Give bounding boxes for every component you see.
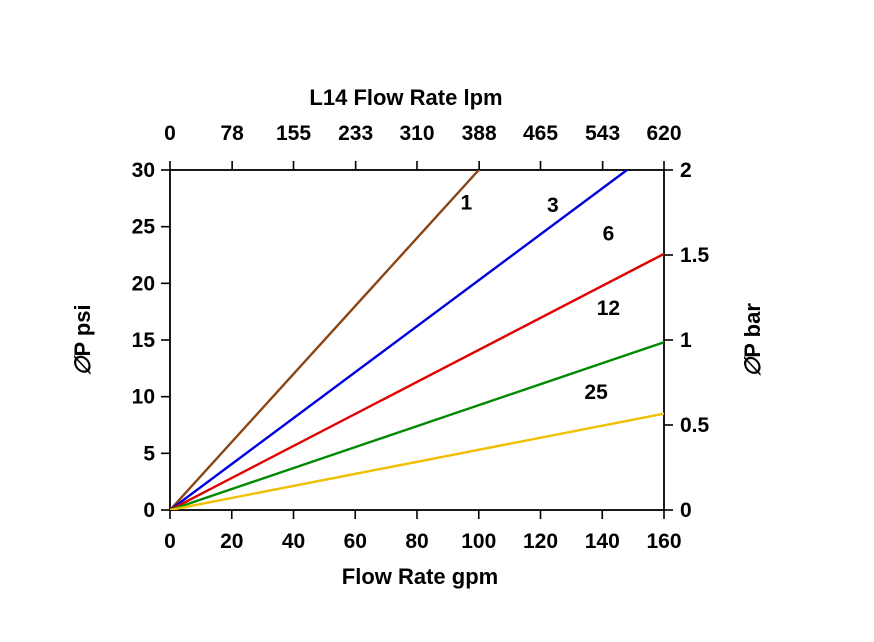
svg-text:2: 2 [680,159,692,182]
svg-text:100: 100 [461,530,496,553]
svg-text:1.5: 1.5 [680,244,710,267]
svg-text:60: 60 [344,530,367,553]
svg-text:388: 388 [462,122,497,145]
svg-text:20: 20 [132,272,155,295]
y-right-axis-label: ∅P bar [740,303,765,377]
series-label-12: 12 [597,297,620,320]
svg-text:0: 0 [164,530,176,553]
svg-text:233: 233 [338,122,373,145]
svg-text:5: 5 [143,442,155,465]
flow-rate-chart: 0204060801001201401600781552333103884655… [0,0,874,642]
svg-text:0: 0 [143,499,155,522]
series-label-6: 6 [603,222,615,245]
svg-text:140: 140 [585,530,620,553]
svg-text:543: 543 [585,122,620,145]
svg-text:78: 78 [220,122,244,145]
svg-text:160: 160 [646,530,681,553]
svg-text:80: 80 [405,530,428,553]
svg-text:0: 0 [164,122,176,145]
series-label-1: 1 [461,192,473,215]
svg-text:40: 40 [282,530,305,553]
series-label-25: 25 [584,381,608,404]
svg-text:620: 620 [646,122,681,145]
svg-text:155: 155 [276,122,311,145]
svg-text:1: 1 [680,329,692,352]
svg-text:0.5: 0.5 [680,414,710,437]
svg-text:0: 0 [680,499,692,522]
svg-text:465: 465 [523,122,558,145]
chart-title: L14 Flow Rate lpm [309,85,502,110]
svg-text:10: 10 [132,386,155,409]
series-label-3: 3 [547,194,559,217]
chart-svg: 0204060801001201401600781552333103884655… [0,0,874,642]
x-axis-label: Flow Rate gpm [342,564,498,589]
svg-text:120: 120 [523,530,558,553]
svg-text:30: 30 [132,159,155,182]
svg-text:25: 25 [132,216,156,239]
y-left-axis-label: ∅P psi [70,304,95,375]
svg-text:20: 20 [220,530,243,553]
svg-text:310: 310 [399,122,434,145]
svg-text:15: 15 [132,329,156,352]
